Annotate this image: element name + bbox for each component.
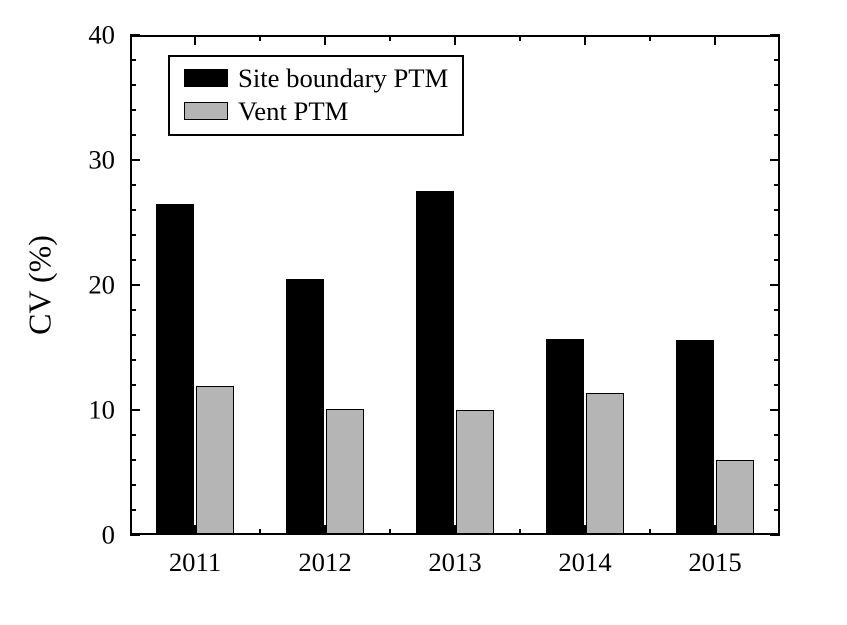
x-tick-label: 2014	[558, 547, 611, 578]
x-tick-minor	[519, 529, 521, 535]
x-tick-major	[584, 35, 586, 45]
x-tick-major	[454, 35, 456, 45]
y-tick-minor	[774, 109, 780, 111]
y-tick-minor	[774, 184, 780, 186]
legend-swatch	[184, 102, 228, 120]
y-tick-minor	[774, 334, 780, 336]
x-tick-minor	[389, 529, 391, 535]
y-tick-label: 0	[75, 520, 115, 551]
legend-label: Site boundary PTM	[238, 65, 448, 92]
x-tick-major	[324, 525, 326, 535]
x-tick-minor	[389, 35, 391, 41]
y-tick-major	[770, 534, 780, 536]
y-tick-major	[130, 159, 140, 161]
y-tick-minor	[774, 434, 780, 436]
y-tick-minor	[774, 259, 780, 261]
x-tick-minor	[259, 529, 261, 535]
y-tick-minor	[774, 484, 780, 486]
y-tick-minor	[130, 359, 136, 361]
x-tick-major	[714, 35, 716, 45]
x-tick-minor	[649, 35, 651, 41]
y-axis-title: CV (%)	[22, 235, 59, 335]
legend-swatch	[184, 69, 228, 87]
x-tick-major	[454, 525, 456, 535]
legend-item-site_boundary_ptm: Site boundary PTM	[184, 65, 448, 92]
y-tick-minor	[130, 84, 136, 86]
y-tick-minor	[130, 459, 136, 461]
y-tick-minor	[130, 134, 136, 136]
y-tick-minor	[130, 184, 136, 186]
y-tick-label: 30	[75, 145, 115, 176]
legend: Site boundary PTM Vent PTM	[168, 55, 464, 136]
y-tick-minor	[774, 234, 780, 236]
x-tick-label: 2012	[298, 547, 351, 578]
y-tick-major	[130, 409, 140, 411]
y-tick-minor	[774, 84, 780, 86]
y-tick-minor	[774, 209, 780, 211]
y-tick-minor	[130, 509, 136, 511]
cv-bar-chart: CV (%) Site boundary PTM Vent PTM 0 10 20 30…	[0, 0, 847, 625]
y-tick-minor	[130, 259, 136, 261]
y-tick-major	[770, 159, 780, 161]
x-tick-major	[324, 35, 326, 45]
y-tick-major	[130, 284, 140, 286]
y-tick-label: 10	[75, 395, 115, 426]
y-tick-minor	[774, 509, 780, 511]
y-tick-minor	[130, 234, 136, 236]
y-tick-minor	[774, 134, 780, 136]
y-tick-minor	[774, 59, 780, 61]
y-tick-minor	[130, 384, 136, 386]
x-tick-major	[584, 525, 586, 535]
y-tick-minor	[774, 359, 780, 361]
x-tick-label: 2015	[688, 547, 741, 578]
x-tick-minor	[519, 35, 521, 41]
x-tick-label: 2013	[428, 547, 481, 578]
y-tick-minor	[130, 59, 136, 61]
y-tick-minor	[774, 384, 780, 386]
y-tick-minor	[130, 484, 136, 486]
y-tick-minor	[130, 334, 136, 336]
x-tick-label: 2011	[169, 547, 221, 578]
y-tick-label: 20	[75, 270, 115, 301]
y-tick-major	[130, 534, 140, 536]
x-tick-major	[714, 525, 716, 535]
x-tick-minor	[259, 35, 261, 41]
x-tick-major	[194, 35, 196, 45]
y-tick-minor	[774, 459, 780, 461]
x-tick-major	[194, 525, 196, 535]
legend-label: Vent PTM	[238, 98, 348, 125]
y-tick-minor	[774, 309, 780, 311]
legend-item-vent_ptm: Vent PTM	[184, 98, 448, 125]
y-tick-minor	[130, 109, 136, 111]
y-tick-major	[770, 409, 780, 411]
y-tick-minor	[130, 434, 136, 436]
y-tick-major	[770, 284, 780, 286]
y-tick-minor	[130, 309, 136, 311]
y-tick-major	[770, 34, 780, 36]
y-tick-label: 40	[75, 20, 115, 51]
x-tick-minor	[649, 529, 651, 535]
y-tick-major	[130, 34, 140, 36]
y-tick-minor	[130, 209, 136, 211]
plot-area: Site boundary PTM Vent PTM	[130, 35, 780, 535]
